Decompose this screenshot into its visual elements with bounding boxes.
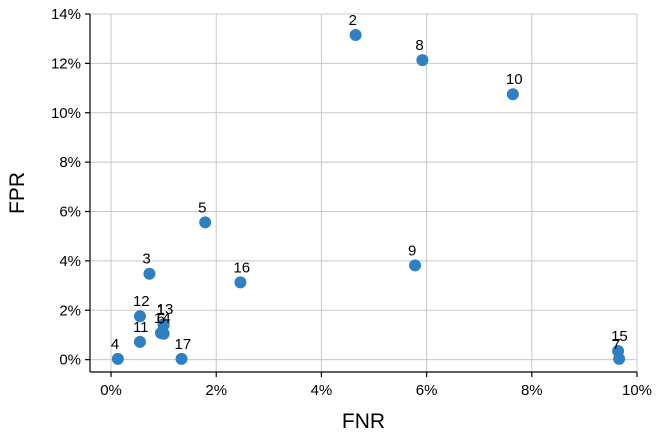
y-tick-label: 14%	[51, 6, 81, 23]
y-tick-label: 10%	[51, 105, 81, 122]
y-tick-label: 4%	[59, 253, 81, 270]
data-point-label-14: 14	[154, 310, 171, 327]
data-point-label-4: 4	[111, 336, 119, 353]
x-tick-label: 2%	[205, 382, 227, 399]
data-point-label-10: 10	[506, 71, 523, 88]
data-point-label-9: 9	[408, 242, 416, 259]
data-points	[111, 28, 626, 365]
data-point-label-13: 13	[157, 301, 174, 318]
data-point-8	[416, 54, 429, 67]
data-point-label-15: 15	[611, 328, 628, 345]
data-point-15	[612, 345, 625, 358]
x-tick-label: 0%	[100, 382, 122, 399]
y-axis-label: FPR	[6, 172, 29, 214]
data-point-9	[409, 259, 422, 272]
y-tick-label: 2%	[59, 302, 81, 319]
data-point-11	[133, 335, 146, 348]
data-point-16	[234, 276, 247, 289]
data-point-3	[143, 267, 156, 280]
data-point-label-1: 1	[157, 302, 165, 319]
data-point-label-12: 12	[133, 293, 150, 310]
data-point-4	[111, 352, 124, 365]
data-point-label-2: 2	[349, 12, 357, 29]
data-point-label-5: 5	[198, 199, 206, 216]
data-point-14	[155, 326, 168, 339]
x-tick-label: 6%	[416, 382, 438, 399]
data-point-label-8: 8	[415, 37, 423, 54]
x-tick-label: 10%	[622, 382, 652, 399]
data-point-label-17: 17	[175, 336, 192, 353]
y-tick-label: 6%	[59, 204, 81, 221]
data-point-label-11: 11	[133, 319, 149, 336]
x-axis-ticks: 0% 2% 4% 6% 8% 10%	[100, 372, 652, 399]
data-point-label-3: 3	[142, 251, 150, 268]
x-axis-label: FNR	[342, 410, 385, 433]
data-point-label-16: 16	[233, 259, 250, 276]
x-tick-label: 8%	[521, 382, 543, 399]
x-tick-label: 4%	[311, 382, 333, 399]
data-point-10	[506, 88, 519, 101]
grid	[90, 13, 638, 372]
data-point-17	[175, 352, 188, 365]
data-point-2	[349, 28, 362, 41]
y-tick-label: 12%	[51, 55, 81, 72]
data-point-5	[199, 216, 212, 229]
data-point-12	[133, 310, 146, 323]
y-tick-label: 8%	[59, 154, 81, 171]
data-point-label-7: 7	[612, 336, 620, 353]
y-tick-label: 0%	[59, 352, 81, 369]
axes	[89, 14, 637, 373]
y-axis-ticks: 0% 2% 4% 6% 8% 10% 12% 14%	[51, 6, 90, 369]
data-point-label-6: 6	[157, 311, 165, 328]
